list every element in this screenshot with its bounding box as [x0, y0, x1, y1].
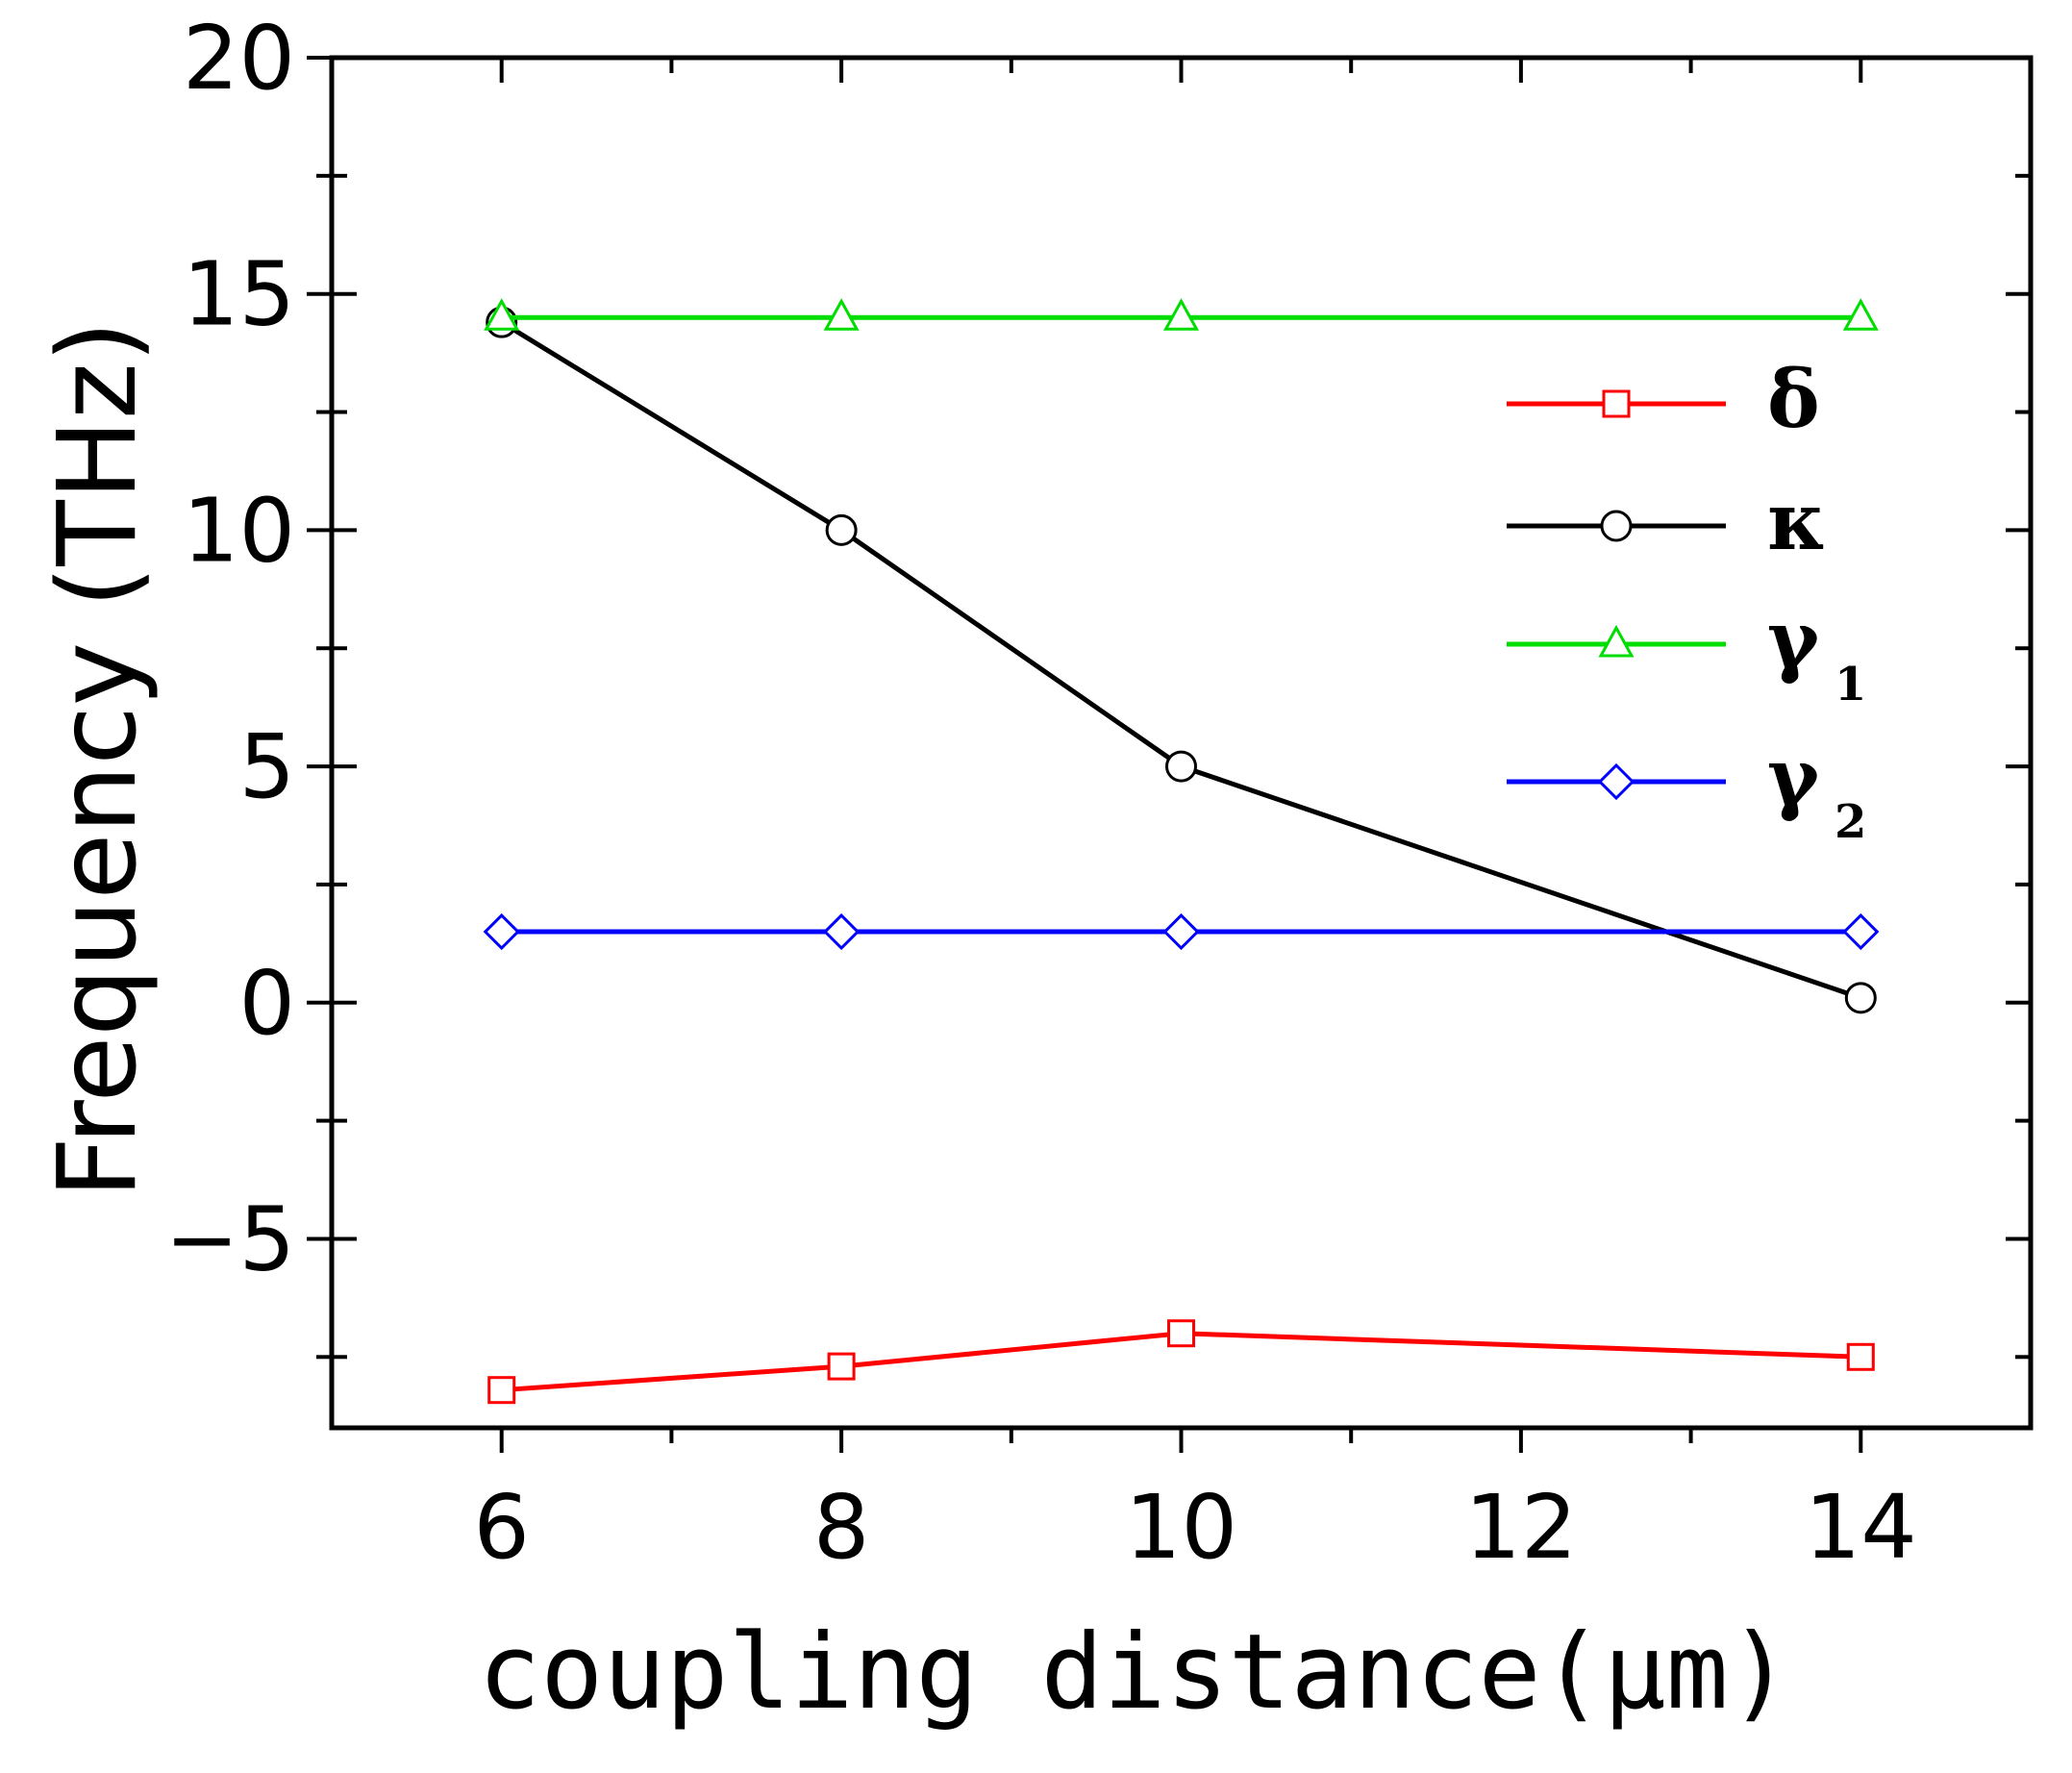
data-point	[1162, 912, 1200, 951]
legend-marker	[1597, 762, 1635, 801]
data-point	[483, 912, 520, 951]
data-point	[484, 298, 520, 331]
data-point	[827, 1352, 856, 1381]
legend-subscript: 1	[1835, 658, 1866, 712]
legend: δκγ 1γ 2	[1507, 354, 1866, 849]
x-tick-label: 12	[1464, 1476, 1577, 1579]
y-axis-title: Frequency (THz)	[36, 320, 161, 1198]
series-1	[487, 1319, 1875, 1405]
data-point	[825, 513, 858, 546]
y-tick-label: 0	[238, 952, 295, 1055]
data-point	[823, 298, 860, 331]
x-tick-label: 8	[813, 1476, 870, 1579]
legend-item: δ	[1507, 354, 1820, 446]
data-point	[1842, 912, 1880, 951]
series-3	[484, 298, 1879, 331]
data-point	[1846, 1342, 1875, 1371]
data-point	[1165, 750, 1197, 783]
series-layer	[483, 298, 1880, 1405]
legend-marker	[1602, 389, 1631, 418]
y-tick-label: 20	[183, 7, 295, 110]
series-4	[483, 912, 1880, 951]
y-tick-label: −5	[164, 1187, 295, 1290]
data-point	[1167, 1319, 1195, 1348]
y-tick-label: 5	[238, 715, 295, 818]
legend-label: γ	[1767, 732, 1820, 824]
x-axis-title: coupling distance(μm)	[478, 1612, 1790, 1733]
legend-subscript: 2	[1835, 795, 1866, 849]
y-tick-label: 15	[183, 243, 295, 346]
legend-label: γ	[1767, 594, 1820, 687]
x-tick-label: 14	[1805, 1476, 1917, 1579]
y-tick-label: 10	[183, 479, 295, 582]
data-point	[1162, 298, 1200, 331]
legend-item: κ	[1507, 476, 1826, 568]
data-point	[1844, 982, 1877, 1014]
data-point	[822, 912, 861, 951]
series-line	[500, 320, 1862, 1001]
legend-marker	[1600, 510, 1633, 542]
legend-label: κ	[1767, 476, 1826, 568]
x-tick-label: 10	[1125, 1476, 1237, 1579]
data-point	[1842, 298, 1879, 331]
series-line	[501, 1331, 1861, 1393]
legend-marker	[1598, 624, 1635, 658]
series-2	[486, 306, 1877, 1014]
x-tick-label: 6	[473, 1476, 530, 1579]
data-point	[487, 1376, 516, 1405]
legend-label: δ	[1767, 354, 1820, 446]
